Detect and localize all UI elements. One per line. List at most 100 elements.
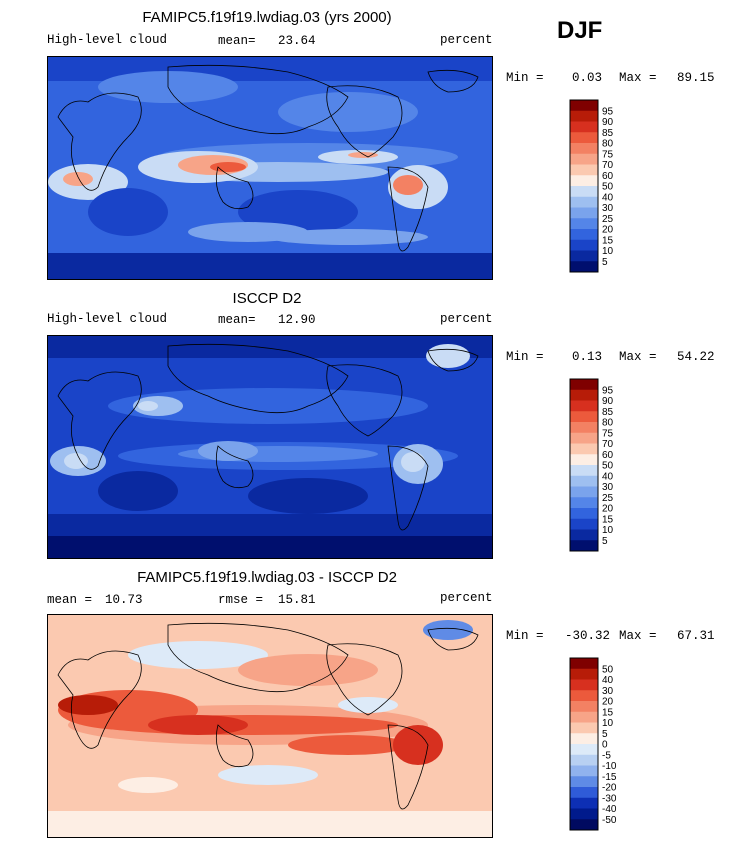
panel1-mean-value: 23.64	[278, 34, 316, 48]
colorbar-tick-label: 40	[602, 471, 614, 482]
colorbar-swatch	[570, 658, 598, 670]
panel3-units: percent	[440, 591, 493, 605]
panel2-units: percent	[440, 312, 493, 326]
colorbar-swatch	[570, 218, 598, 230]
colorbar-tick-label: 50	[602, 461, 614, 472]
colorbar-swatch	[570, 443, 598, 455]
colorbar-tick-label: 50	[602, 182, 614, 193]
panel1-max-value: 89.15	[677, 71, 715, 85]
colorbar-swatch	[570, 497, 598, 509]
colorbar-swatch	[570, 389, 598, 401]
colorbar-tick-label: 25	[602, 493, 614, 504]
colorbar-swatch	[570, 121, 598, 133]
colorbar-tick-label: 15	[602, 235, 614, 246]
colorbar-tick-label: 10	[602, 718, 614, 729]
colorbar-swatch	[570, 711, 598, 723]
colorbar-tick-label: 10	[602, 525, 614, 536]
colorbar-swatch	[570, 722, 598, 734]
colorbar-swatch	[570, 250, 598, 262]
colorbar-swatch	[570, 819, 598, 831]
colorbar-swatch	[570, 744, 598, 756]
panel1-min-value: 0.03	[572, 71, 603, 85]
panel2-map	[47, 335, 493, 559]
panel3-mean-value: 10.73	[105, 593, 143, 607]
panel1-colorbar: 95 90 85 80 75 70 60 50 40 30 25 20 15 10 5	[569, 99, 630, 274]
colorbar-tick-label: -50	[602, 815, 617, 826]
colorbar-tick-label: 5	[602, 536, 608, 547]
panel1-map-svg	[48, 57, 492, 279]
colorbar-tick-label: -20	[602, 783, 617, 794]
colorbar-swatch	[570, 797, 598, 809]
colorbar-tick-label: -30	[602, 793, 617, 804]
panel1-coastlines	[57, 64, 479, 252]
colorbar-tick-label: -10	[602, 761, 617, 772]
colorbar-swatch	[570, 422, 598, 434]
panel3-max-value: 67.31	[677, 629, 715, 643]
colorbar-swatch	[570, 486, 598, 498]
colorbar-swatch	[570, 207, 598, 219]
colorbar-swatch	[570, 529, 598, 541]
colorbar-tick-label: 5	[602, 257, 608, 268]
panel3-colorbar: 50 40 30 20 15 10 5 0 -5 -10 -15 -20 -30 -40 -50	[569, 657, 630, 832]
colorbar-tick-label: 90	[602, 117, 614, 128]
colorbar-tick-label: 30	[602, 203, 614, 214]
panel1-map	[47, 56, 493, 280]
colorbar-swatch	[570, 132, 598, 144]
panel2-min-value: 0.13	[572, 350, 603, 364]
panel2-title: ISCCP D2	[232, 290, 302, 307]
colorbar-tick-label: 20	[602, 225, 614, 236]
colorbar-tick-label: 90	[602, 396, 614, 407]
colorbar-swatch	[570, 679, 598, 691]
colorbar-swatch	[570, 379, 598, 391]
colorbar-swatch	[570, 454, 598, 466]
colorbar-swatch	[570, 518, 598, 530]
panel1-min-label: Min =	[506, 71, 544, 85]
colorbar-swatch	[570, 411, 598, 423]
colorbar-tick-label: 70	[602, 439, 614, 450]
colorbar-tick-label: 0	[602, 740, 608, 751]
panel3-rmse-value: 15.81	[278, 593, 316, 607]
colorbar-swatch	[570, 508, 598, 520]
colorbar-tick-label: 40	[602, 192, 614, 203]
colorbar-tick-label: 85	[602, 407, 614, 418]
colorbar-tick-label: 80	[602, 139, 614, 150]
colorbar-swatch	[570, 776, 598, 788]
colorbar-frame	[569, 99, 599, 273]
colorbar-tick-label: 10	[602, 246, 614, 257]
colorbar-swatch	[570, 196, 598, 208]
colorbar-frame	[569, 657, 599, 831]
colorbar-swatch	[570, 465, 598, 477]
colorbar-swatch	[570, 229, 598, 241]
colorbar-frame	[569, 378, 599, 552]
colorbar-tick-label: 30	[602, 482, 614, 493]
colorbar-swatch	[570, 239, 598, 251]
colorbar-swatch	[570, 432, 598, 444]
colorbar-swatch	[570, 110, 598, 122]
panel3-coastlines	[57, 622, 479, 810]
colorbar-tick-label: 95	[602, 385, 614, 396]
colorbar-tick-label: 15	[602, 707, 614, 718]
colorbar-swatch	[570, 100, 598, 112]
panel1-cloud-field	[48, 57, 492, 279]
panel2-mean-label: mean=	[218, 313, 256, 327]
season-label: DJF	[557, 17, 603, 44]
colorbar-tick-label: 75	[602, 149, 614, 160]
panel2-min-label: Min =	[506, 350, 544, 364]
colorbar-swatch	[570, 186, 598, 198]
colorbar-swatch	[570, 765, 598, 777]
colorbar-swatch	[570, 733, 598, 745]
colorbar-tick-label: 60	[602, 450, 614, 461]
colorbar-swatch	[570, 153, 598, 165]
panel3-min-label: Min =	[506, 629, 544, 643]
panel3-diff-field	[48, 620, 492, 837]
panel3-mean-label: mean =	[47, 593, 93, 607]
colorbar-swatch	[570, 475, 598, 487]
colorbar-tick-label: 70	[602, 160, 614, 171]
colorbar-tick-label: -5	[602, 750, 611, 761]
colorbar-tick-label: 40	[602, 675, 614, 686]
panel2-cloud-field	[48, 336, 492, 558]
colorbar-swatch	[570, 754, 598, 766]
colorbar-tick-label: 30	[602, 686, 614, 697]
colorbar-swatch	[570, 668, 598, 680]
colorbar-tick-label: 15	[602, 514, 614, 525]
